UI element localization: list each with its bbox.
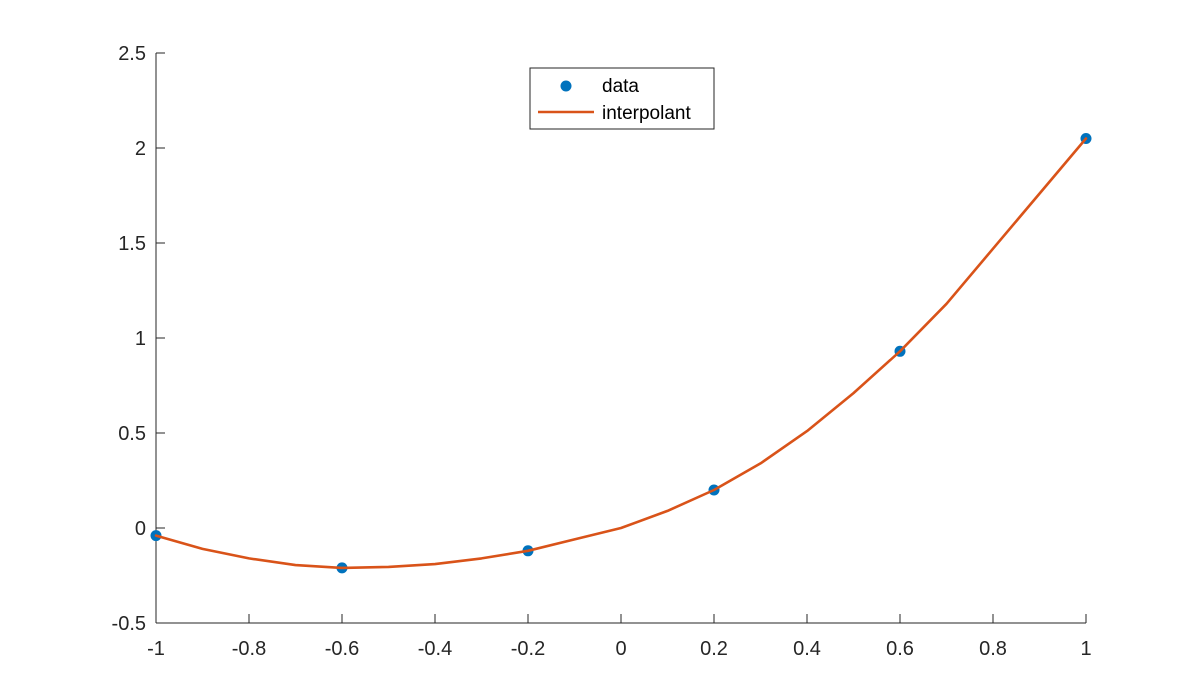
x-tick-label: -0.4 bbox=[418, 638, 452, 660]
x-tick-label: -0.8 bbox=[232, 638, 266, 660]
legend-box bbox=[529, 67, 715, 130]
x-tick-label: -0.2 bbox=[511, 638, 545, 660]
legend-data-marker bbox=[560, 80, 572, 92]
legend: data interpolant bbox=[529, 67, 715, 130]
x-tick-label: -1 bbox=[147, 638, 165, 660]
x-tick-label: 0.8 bbox=[979, 638, 1007, 660]
legend-label-interpolant: interpolant bbox=[602, 103, 691, 124]
y-tick-label: 2.5 bbox=[118, 43, 146, 65]
x-tick-label: 0.6 bbox=[886, 638, 914, 660]
plot-series bbox=[150, 133, 1092, 574]
legend-label-data: data bbox=[602, 76, 639, 97]
x-tick-label: 0.2 bbox=[700, 638, 728, 660]
x-tick-label: -0.6 bbox=[325, 638, 359, 660]
y-tick-label: 0.5 bbox=[118, 423, 146, 445]
y-tick-label: 2 bbox=[135, 138, 146, 160]
x-tick-label: 1 bbox=[1080, 638, 1091, 660]
y-tick-label: -0.5 bbox=[112, 613, 146, 635]
y-tick-label: 0 bbox=[135, 518, 146, 540]
axes: -1 -0.8 -0.6 -0.4 -0.2 0 0.2 0.4 0.6 0.8 1 -0.5 0 0.5… bbox=[112, 43, 1092, 660]
x-tick-label: 0 bbox=[615, 638, 626, 660]
x-tick-label: 0.4 bbox=[793, 638, 821, 660]
y-tick-label: 1 bbox=[135, 328, 146, 350]
interpolant-line bbox=[154, 137, 1088, 570]
y-tick-label: 1.5 bbox=[118, 233, 146, 255]
